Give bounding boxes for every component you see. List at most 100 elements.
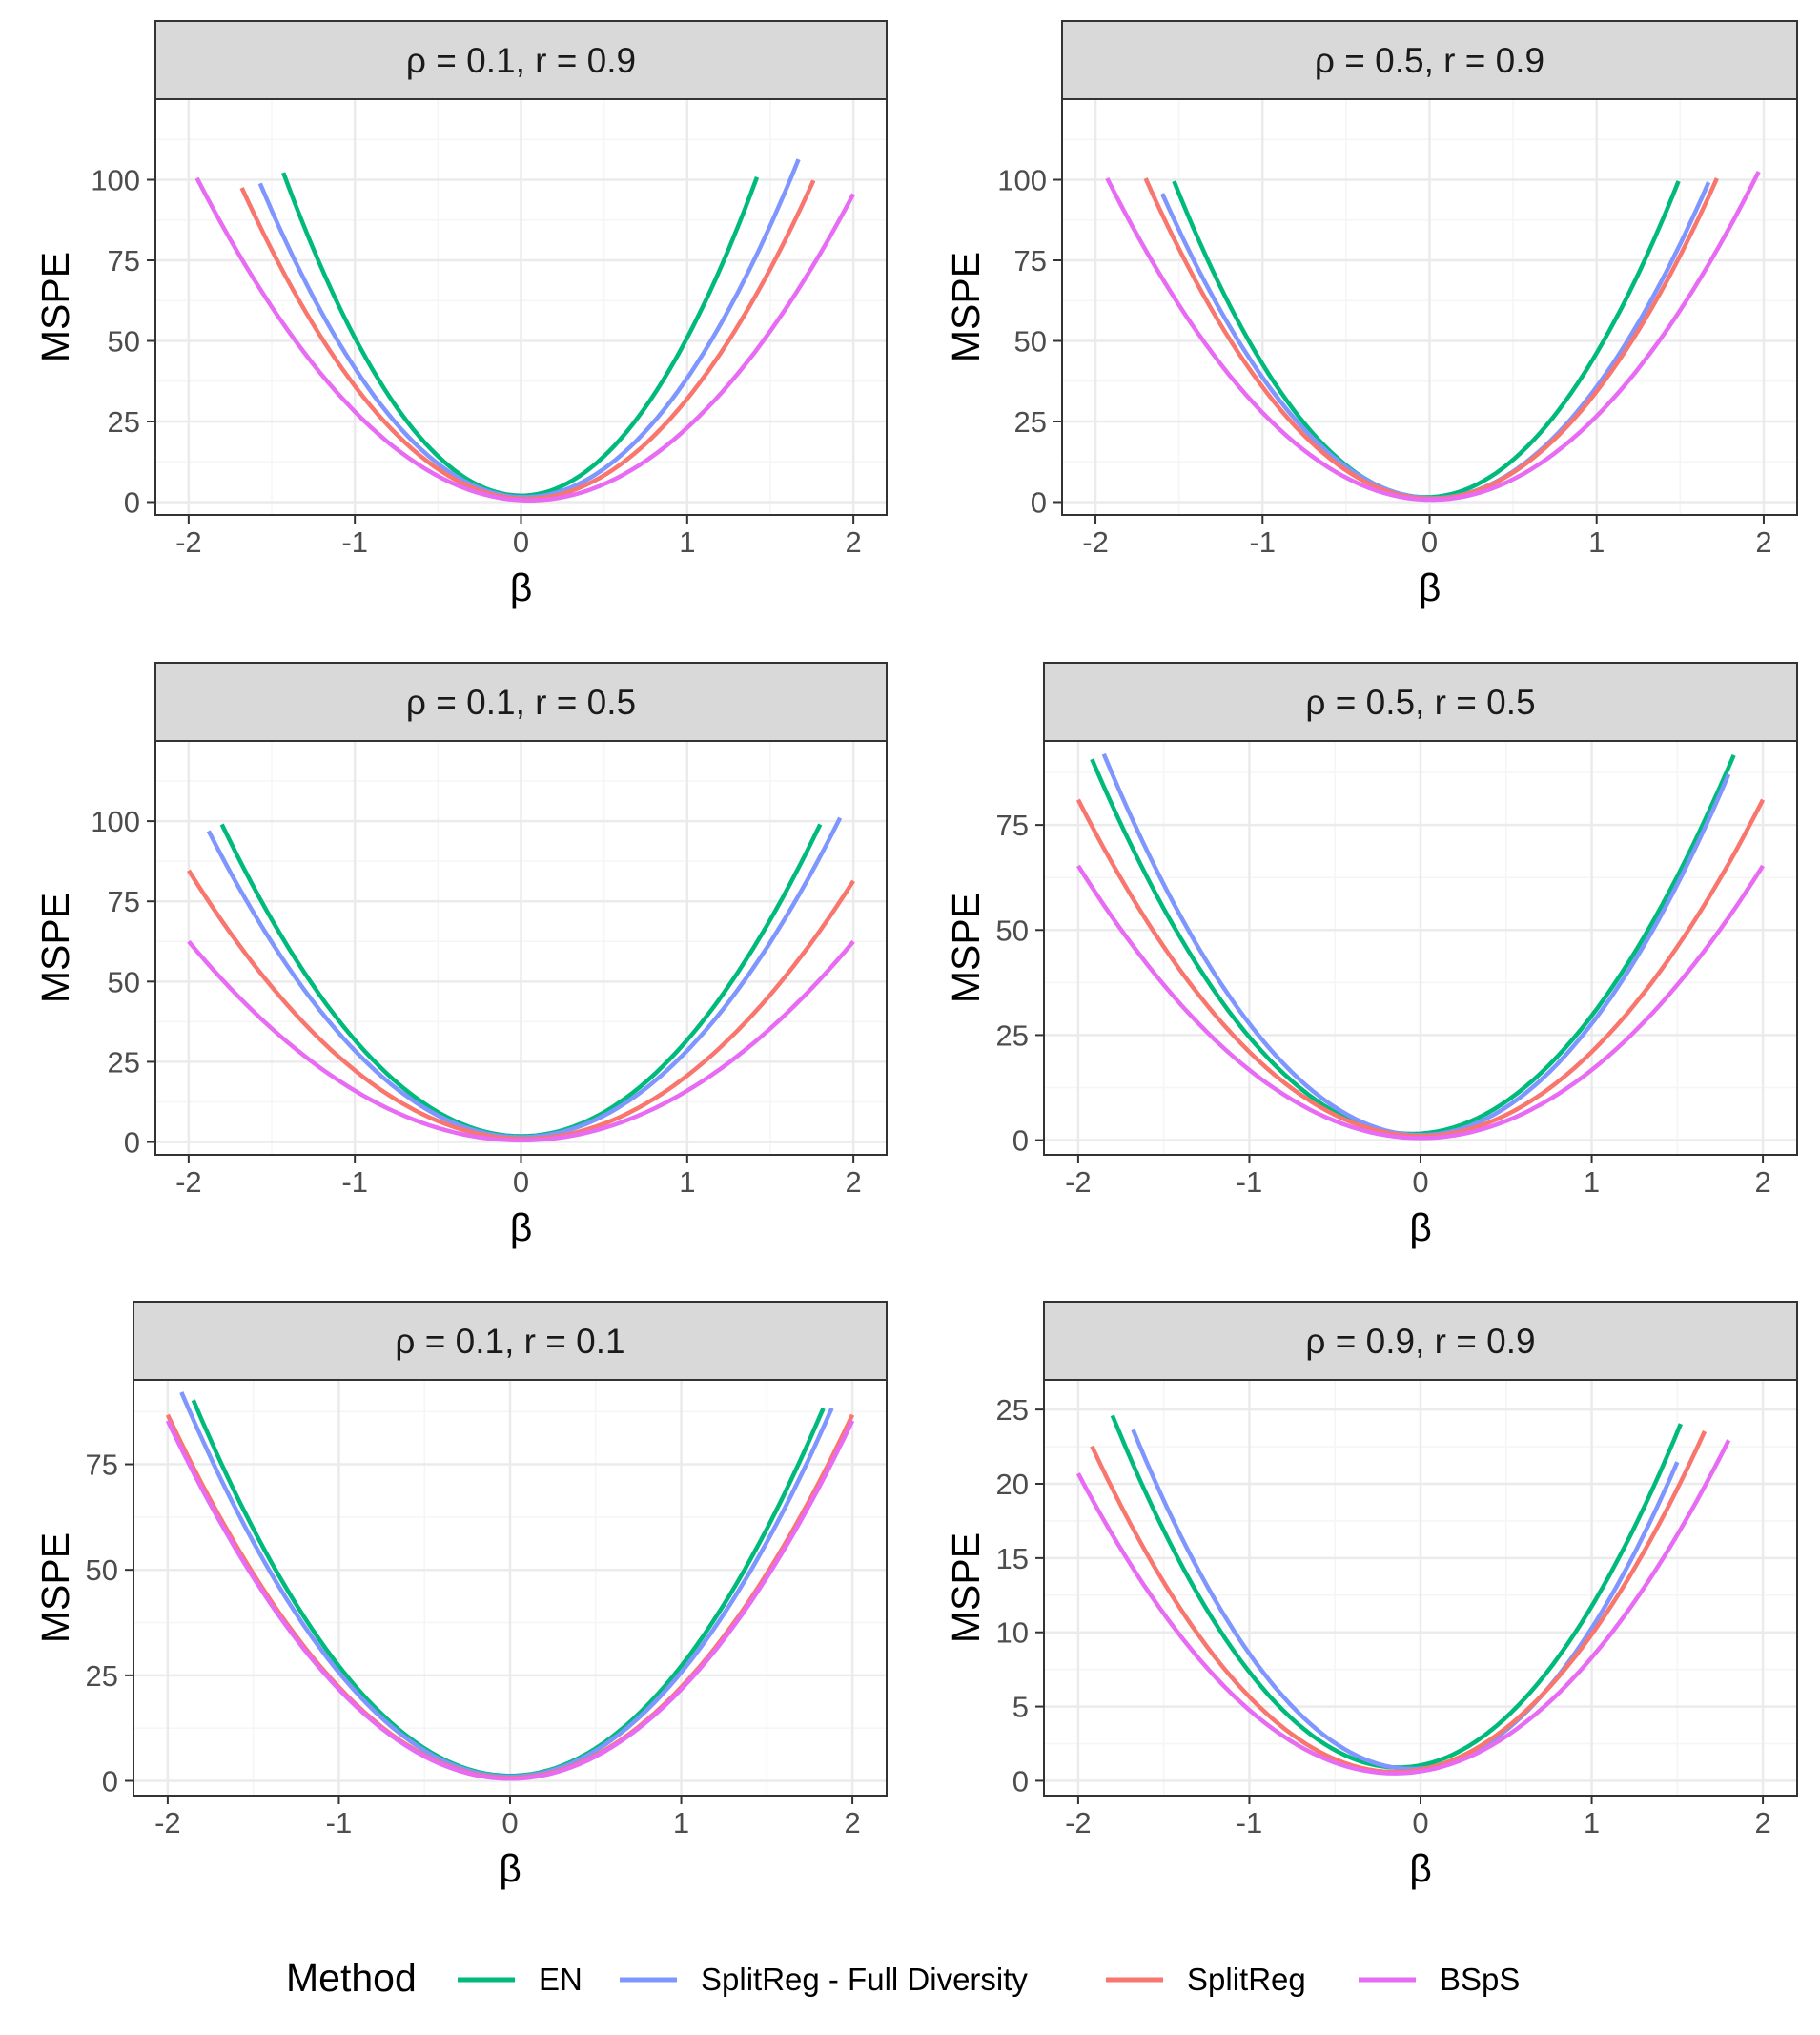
- series-line-splitreg-full-diversity: [1131, 1429, 1680, 1772]
- facet-title: ρ = 0.1, r = 0.5: [406, 683, 636, 722]
- series-line-bsps: [1105, 170, 1761, 503]
- series-line-bsps: [165, 1419, 855, 1781]
- panel-5: ρ = 0.1, r = 0.1 -2 -1 0 1 2 0 25 50 75 β MSPE: [33, 1301, 888, 1890]
- y-tick-label: 0: [1012, 1764, 1029, 1798]
- x-tick-label: -1: [341, 525, 368, 559]
- x-tick-label: 1: [679, 1165, 695, 1199]
- y-tick-label: 25: [996, 1393, 1029, 1427]
- y-tick-label: 100: [91, 805, 140, 838]
- x-axis-title: β: [1419, 565, 1442, 609]
- facet-title: ρ = 0.5, r = 0.5: [1305, 683, 1535, 722]
- x-axis-title: β: [510, 565, 533, 609]
- y-tick-label: 75: [86, 1449, 118, 1482]
- y-tick-label: 75: [108, 885, 140, 918]
- x-tick-label: -2: [1082, 525, 1109, 559]
- y-tick-label: 20: [996, 1468, 1029, 1501]
- facet-strip: [154, 20, 888, 100]
- y-tick-label: 0: [102, 1765, 118, 1799]
- x-tick-label: -2: [175, 1165, 202, 1199]
- x-tick-label: -1: [1237, 1165, 1263, 1199]
- legend: Method EN SplitReg - Full Diversity SplitRe…: [286, 1956, 1520, 2000]
- legend-label-splitreg-full-diversity: SplitReg - Full Diversity: [701, 1962, 1028, 1997]
- y-tick-label: 0: [124, 1126, 140, 1160]
- facet-title: ρ = 0.1, r = 0.1: [395, 1322, 624, 1361]
- y-tick-label: 75: [1014, 244, 1047, 278]
- facet-strip: [1061, 20, 1798, 100]
- y-tick-label: 50: [996, 914, 1029, 947]
- panel-2: ρ = 0.5, r = 0.9 -2 -1 0 1 2 0 25 50 75 100 β MSPE: [944, 20, 1798, 609]
- y-axis-title: MSPE: [33, 1532, 77, 1643]
- y-tick-label: 50: [108, 324, 140, 358]
- x-tick-label: 0: [1412, 1165, 1428, 1199]
- y-axis-title: MSPE: [944, 893, 988, 1003]
- y-tick-label: 100: [997, 163, 1047, 196]
- y-tick-label: 10: [996, 1616, 1029, 1650]
- x-tick-label: 1: [673, 1806, 689, 1840]
- panel-3: ρ = 0.1, r = 0.5 -2 -1 0 1 2 0 25 50 75 100 β MSPE: [33, 662, 888, 1249]
- x-tick-label: 0: [1412, 1806, 1428, 1840]
- facet-strip: [133, 1301, 888, 1381]
- y-tick-label: 50: [86, 1553, 118, 1587]
- facet-strip: [154, 662, 888, 742]
- y-tick-label: 0: [1031, 485, 1047, 519]
- x-axis-title: β: [510, 1205, 533, 1249]
- x-tick-label: 0: [501, 1806, 518, 1840]
- x-tick-label: -2: [154, 1806, 181, 1840]
- x-tick-label: 1: [679, 525, 695, 559]
- x-tick-label: 0: [513, 1165, 529, 1199]
- legend-label-splitreg: SplitReg: [1187, 1962, 1306, 1997]
- y-tick-label: 5: [1012, 1691, 1029, 1724]
- facet-title: ρ = 0.9, r = 0.9: [1305, 1322, 1535, 1361]
- y-tick-label: 0: [1012, 1124, 1029, 1158]
- x-tick-label: 2: [1754, 1806, 1770, 1840]
- x-tick-label: -2: [1065, 1806, 1092, 1840]
- panel-1: ρ = 0.1, r = 0.9 -2 -1 0 1 2 0 25 50 75 100 β MSPE: [33, 20, 888, 609]
- y-tick-label: 0: [124, 485, 140, 519]
- y-tick-label: 25: [1014, 405, 1047, 439]
- x-tick-label: -2: [1065, 1165, 1092, 1199]
- x-tick-label: 2: [1754, 1165, 1770, 1199]
- y-tick-label: 15: [996, 1542, 1029, 1575]
- legend-label-en: EN: [539, 1962, 583, 1997]
- x-tick-label: 0: [1421, 525, 1438, 559]
- y-tick-label: 25: [108, 1045, 140, 1079]
- x-tick-label: 2: [844, 1806, 860, 1840]
- x-axis-title: β: [1409, 1205, 1432, 1249]
- y-axis-title: MSPE: [944, 252, 988, 362]
- x-tick-label: -2: [175, 525, 202, 559]
- x-tick-label: 0: [513, 525, 529, 559]
- facet-title: ρ = 0.1, r = 0.9: [406, 41, 636, 80]
- x-tick-label: 2: [1755, 525, 1771, 559]
- y-axis-title: MSPE: [33, 252, 77, 362]
- series-line-bsps: [194, 176, 856, 503]
- y-tick-label: 25: [86, 1659, 118, 1693]
- y-tick-label: 75: [996, 809, 1029, 842]
- x-tick-label: 1: [1588, 525, 1605, 559]
- y-tick-label: 100: [91, 163, 140, 196]
- x-tick-label: -1: [341, 1165, 368, 1199]
- x-tick-label: 1: [1584, 1806, 1600, 1840]
- facet-strip: [1043, 1301, 1798, 1381]
- legend-label-bsps: BSpS: [1440, 1962, 1520, 1997]
- y-axis-title: MSPE: [944, 1532, 988, 1643]
- x-tick-label: -1: [1237, 1806, 1263, 1840]
- x-tick-label: 2: [846, 525, 862, 559]
- y-tick-label: 75: [108, 244, 140, 278]
- x-tick-label: 2: [846, 1165, 862, 1199]
- y-tick-label: 50: [1014, 324, 1047, 358]
- legend-title: Method: [286, 1956, 417, 2000]
- series-line-bsps: [1076, 864, 1765, 1141]
- series-line-bsps: [187, 939, 855, 1143]
- series-line-bsps: [1075, 1439, 1731, 1776]
- panel-4: ρ = 0.5, r = 0.5 -2 -1 0 1 2 0 25 50 75 β MSPE: [944, 662, 1798, 1249]
- x-tick-label: -1: [326, 1806, 353, 1840]
- y-tick-label: 25: [996, 1018, 1029, 1052]
- y-tick-label: 25: [108, 405, 140, 439]
- x-axis-title: β: [499, 1846, 521, 1890]
- x-axis-title: β: [1409, 1846, 1432, 1890]
- x-tick-label: -1: [1249, 525, 1276, 559]
- facet-title: ρ = 0.5, r = 0.9: [1315, 41, 1544, 80]
- y-axis-title: MSPE: [33, 893, 77, 1003]
